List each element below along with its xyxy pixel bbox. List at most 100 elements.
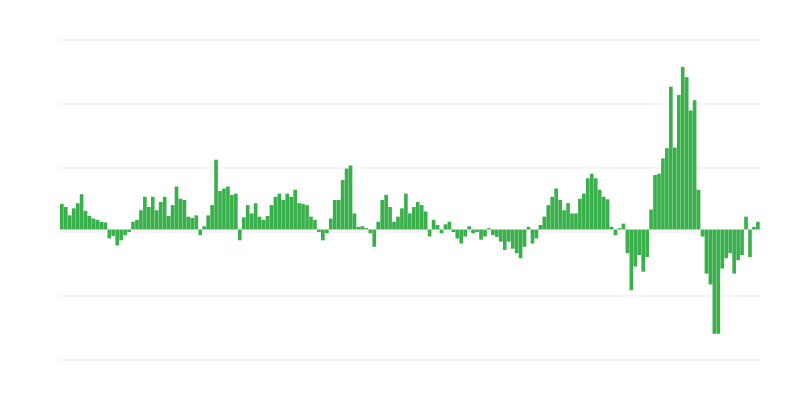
bar xyxy=(289,196,294,230)
bar xyxy=(641,229,646,272)
bar xyxy=(186,216,191,230)
bar xyxy=(111,229,116,236)
bar xyxy=(206,215,210,230)
bar xyxy=(139,210,143,230)
bar xyxy=(593,178,598,230)
bar xyxy=(368,229,373,234)
bar xyxy=(71,208,76,230)
bar xyxy=(582,193,586,230)
bar xyxy=(502,229,507,250)
bar xyxy=(324,229,329,234)
bar xyxy=(661,158,665,230)
bar xyxy=(570,213,574,230)
bar xyxy=(443,224,448,230)
bar xyxy=(471,229,475,234)
bar xyxy=(269,205,274,230)
bar xyxy=(423,211,428,230)
bar xyxy=(392,221,396,230)
bar xyxy=(340,180,345,230)
bar xyxy=(147,207,151,230)
bar xyxy=(297,203,301,230)
bar xyxy=(506,229,511,242)
bar xyxy=(115,229,120,246)
bar xyxy=(724,229,729,259)
bar xyxy=(558,200,562,230)
bar xyxy=(376,221,381,230)
bar xyxy=(680,66,685,230)
bar xyxy=(249,213,254,230)
bar xyxy=(226,186,230,230)
bar xyxy=(174,186,179,230)
bar xyxy=(629,229,634,291)
bar xyxy=(637,229,642,256)
bar xyxy=(431,219,436,230)
bar xyxy=(241,217,246,230)
bar xyxy=(293,189,297,230)
bar xyxy=(198,229,203,236)
bar xyxy=(736,229,740,261)
bar xyxy=(625,229,630,254)
bar xyxy=(617,228,622,230)
bar xyxy=(317,229,321,232)
bar xyxy=(669,86,673,230)
bar xyxy=(372,229,377,247)
bar xyxy=(194,215,199,230)
bar xyxy=(597,189,602,230)
bar xyxy=(356,226,361,230)
bar xyxy=(182,200,187,230)
bar xyxy=(613,229,618,236)
bar xyxy=(63,207,68,230)
bar xyxy=(732,229,736,274)
bar xyxy=(400,208,404,230)
bar xyxy=(653,175,657,230)
bar xyxy=(740,229,744,256)
bar xyxy=(728,229,733,254)
bar xyxy=(447,221,452,230)
bar xyxy=(360,226,365,230)
bar xyxy=(514,229,519,254)
bar xyxy=(518,229,523,259)
bar xyxy=(427,229,432,237)
bar xyxy=(245,205,250,230)
bar xyxy=(332,200,337,230)
bar xyxy=(601,196,606,230)
bar xyxy=(336,200,341,230)
bar xyxy=(672,147,677,230)
bar xyxy=(463,229,468,237)
bar xyxy=(756,221,760,230)
bar xyxy=(621,223,626,230)
bar xyxy=(352,213,357,230)
bar xyxy=(348,165,353,230)
bar xyxy=(281,200,286,230)
bar xyxy=(150,196,155,230)
bar xyxy=(301,203,305,230)
bar xyxy=(95,219,100,230)
bar xyxy=(665,148,669,230)
bar xyxy=(657,173,661,230)
bar xyxy=(744,216,748,230)
bar xyxy=(154,210,159,230)
bar xyxy=(467,226,471,230)
bar xyxy=(526,226,531,230)
gridlines xyxy=(60,39,760,361)
bar xyxy=(273,196,278,230)
bars xyxy=(60,66,760,334)
bar xyxy=(309,216,313,230)
bar xyxy=(491,229,495,236)
bar xyxy=(411,207,416,230)
bar xyxy=(210,205,214,230)
bar xyxy=(158,201,163,230)
bar xyxy=(562,210,566,230)
bar xyxy=(119,229,123,241)
bar xyxy=(435,224,440,230)
bar xyxy=(609,226,614,230)
bar xyxy=(75,203,80,230)
bar xyxy=(202,226,207,230)
bar xyxy=(99,221,104,230)
bar xyxy=(542,216,547,230)
bar xyxy=(530,229,535,244)
bar xyxy=(305,205,309,230)
bar xyxy=(645,229,649,257)
bar xyxy=(103,222,108,230)
bar xyxy=(510,229,515,249)
